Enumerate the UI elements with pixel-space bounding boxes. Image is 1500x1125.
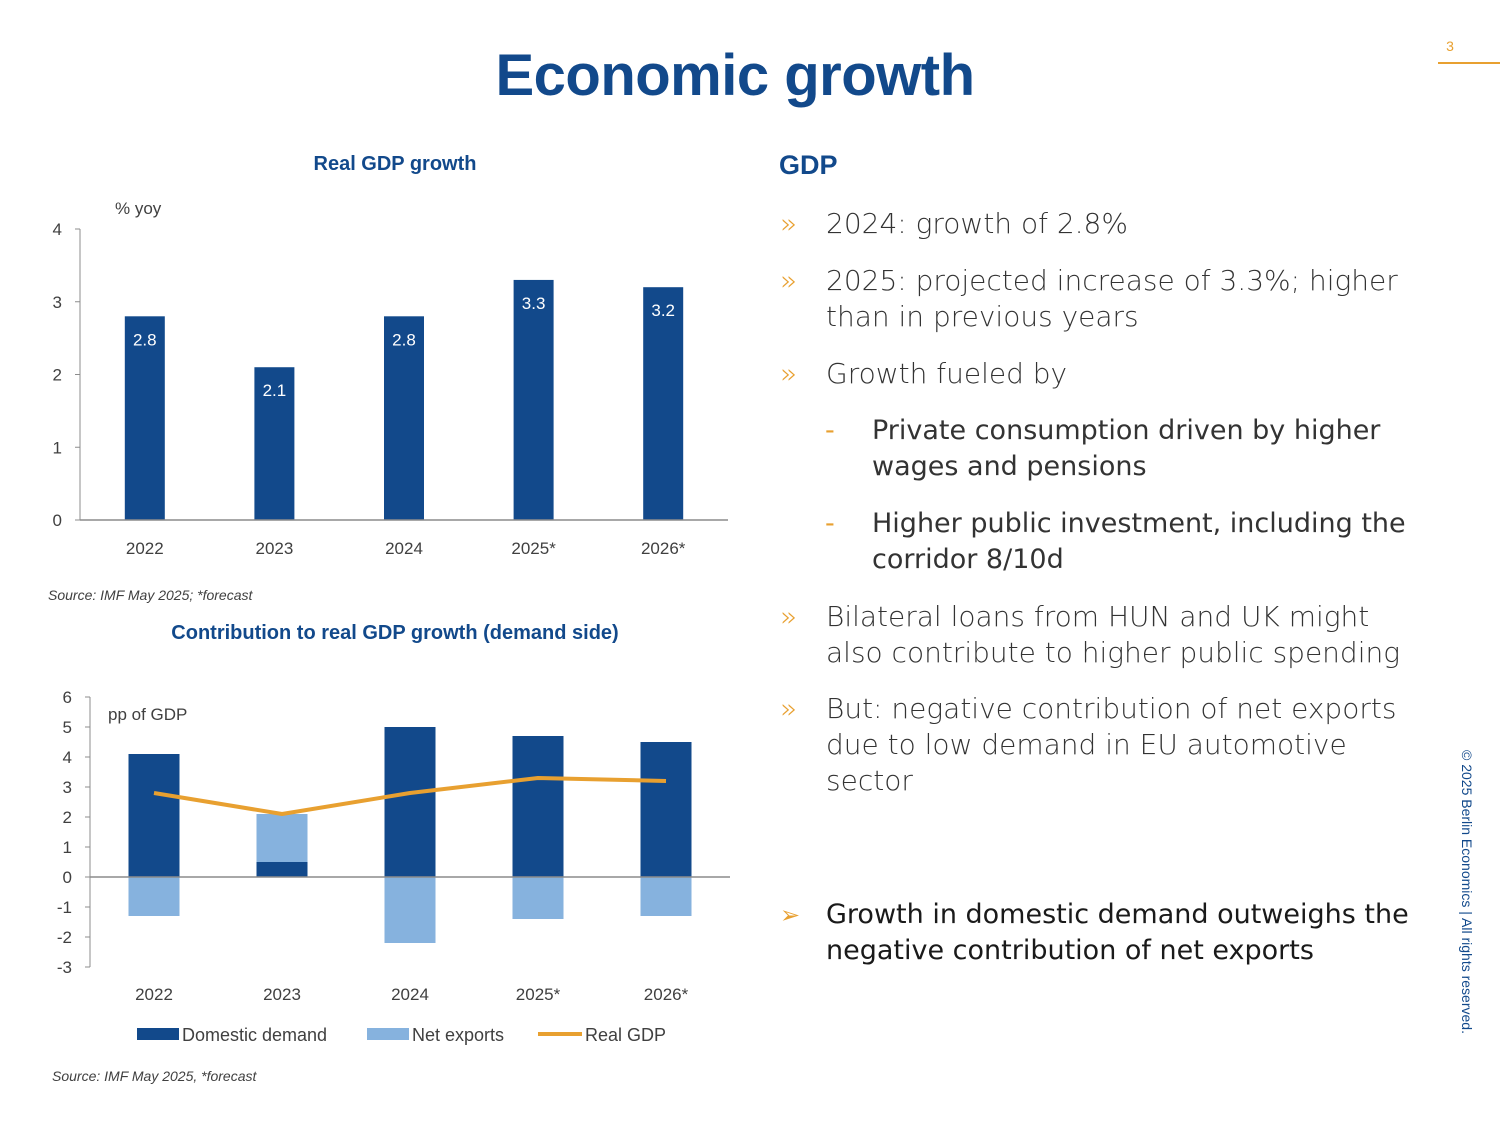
bullet-text: Bilateral loans from HUN and UK might al… [826, 600, 1401, 669]
bar-net-exports [640, 877, 692, 916]
y-tick-label: 3 [63, 778, 72, 797]
y-tick-label: 4 [53, 220, 62, 239]
bullet-marker: » [780, 264, 798, 297]
data-label: 2.1 [263, 381, 287, 400]
bar-net-exports [256, 814, 308, 862]
legend-label-real-gdp: Real GDP [585, 1025, 666, 1045]
gdp-heading: GDP [779, 150, 838, 180]
bar-net-exports [128, 877, 180, 916]
bar-domestic-demand [256, 862, 308, 877]
bar-domestic-demand [512, 736, 564, 877]
y-tick-label: -2 [57, 928, 72, 947]
copyright: © 2025 Berlin Economics | All rights res… [1459, 750, 1475, 1034]
y-axis-label: % yoy [115, 199, 162, 218]
data-label: 3.2 [651, 301, 675, 320]
chart2-source: Source: IMF May 2025, *forecast [52, 1068, 257, 1084]
y-tick-label: 5 [63, 718, 72, 737]
bullet-marker: » [780, 600, 798, 633]
slide-title: Economic growth [495, 43, 975, 108]
y-tick-label: 1 [63, 838, 72, 857]
bar [254, 367, 295, 520]
x-tick-label: 2023 [263, 985, 301, 1004]
y-tick-label: 0 [53, 511, 62, 530]
y-tick-label: 3 [53, 293, 62, 312]
x-tick-label: 2022 [126, 539, 164, 558]
bar-net-exports [512, 877, 564, 919]
bullet-text: But: negative contribution of net export… [826, 692, 1397, 797]
bullet-marker: » [780, 692, 798, 725]
bullet-text: 2024: growth of 2.8% [826, 207, 1128, 240]
y-tick-label: 1 [53, 438, 62, 457]
data-label: 3.3 [522, 294, 546, 313]
real-gdp-growth-chart: % yoy 0 1 2 3 4 2.8 2022 2.1 2023 2.8 2024 3.3 2025* 3… [53, 199, 728, 558]
y-axis-label: pp of GDP [108, 705, 187, 724]
x-tick-label: 2022 [135, 985, 173, 1004]
bullet-text: Growth fueled by [826, 357, 1068, 390]
x-tick-label: 2025* [511, 539, 556, 558]
bar-domestic-demand [640, 742, 692, 877]
bullet-marker: » [780, 357, 798, 390]
legend-label-net-exports: Net exports [412, 1025, 504, 1045]
bar [643, 287, 684, 520]
bullet-marker: » [780, 207, 798, 240]
y-tick-label: -3 [57, 958, 72, 977]
chart1-title: Real GDP growth [313, 153, 477, 175]
bar [513, 279, 554, 520]
sub-bullet-text: Higher public investment, including the … [872, 508, 1406, 575]
legend-swatch-domestic-demand [137, 1028, 179, 1040]
y-tick-label: 0 [63, 868, 72, 887]
y-tick-label: -1 [57, 898, 72, 917]
sub-bullet-marker: - [825, 415, 835, 446]
bar-domestic-demand [384, 727, 436, 877]
page-number-underline [1438, 62, 1500, 64]
sub-bullet-marker: - [825, 508, 835, 539]
x-tick-label: 2025* [516, 985, 561, 1004]
page-number: 3 [1446, 38, 1454, 54]
y-tick-label: 6 [63, 688, 72, 707]
bullet-text: 2025: projected increase of 3.3%; higher… [826, 264, 1398, 333]
x-tick-label: 2026* [644, 985, 689, 1004]
data-label: 2.8 [133, 330, 157, 349]
x-tick-label: 2024 [385, 539, 423, 558]
sub-bullet-text: Private consumption driven by higher wag… [872, 415, 1381, 482]
y-tick-label: 4 [63, 748, 72, 767]
series-line-real-gdp [153, 776, 667, 816]
x-tick-label: 2024 [391, 985, 429, 1004]
legend-swatch-net-exports [367, 1028, 409, 1040]
bar-domestic-demand [128, 754, 180, 877]
gdp-contribution-chart: pp of GDP -3 -2 -1 0 1 2 3 4 5 6 2022 2023 2024 2025* 2… [57, 688, 730, 1045]
y-tick-label: 2 [53, 366, 62, 385]
chart2-title: Contribution to real GDP growth (demand … [171, 622, 619, 644]
legend-label-domestic-demand: Domestic demand [182, 1025, 327, 1045]
data-label: 2.8 [392, 330, 416, 349]
x-tick-label: 2026* [641, 539, 686, 558]
conclusion-text: Growth in domestic demand outweighs the … [826, 899, 1409, 966]
bar [124, 316, 165, 520]
arrow-bullet-icon: ➢ [780, 901, 801, 929]
x-tick-label: 2023 [255, 539, 293, 558]
bar [384, 316, 424, 520]
y-tick-label: 2 [63, 808, 72, 827]
bar-net-exports [384, 877, 436, 943]
chart1-source: Source: IMF May 2025; *forecast [48, 587, 253, 603]
